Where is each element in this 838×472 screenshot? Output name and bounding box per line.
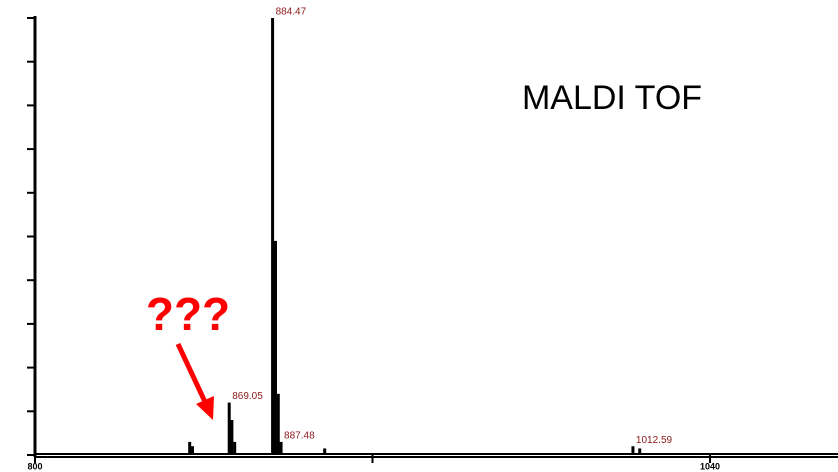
x-tick-label: 800 — [27, 461, 42, 471]
peak-label: 869.05 — [232, 391, 263, 402]
arrow-head — [196, 396, 214, 420]
peak-label: 884.47 — [276, 7, 307, 18]
peak-label: 1012.59 — [636, 435, 673, 446]
question-annotation: ??? — [146, 288, 230, 340]
arrow-shaft — [175, 342, 209, 406]
x-tick-label: 1040 — [700, 461, 720, 471]
chart-annotation: MALDI TOF — [522, 79, 702, 117]
peak-label: 887.48 — [284, 431, 315, 442]
